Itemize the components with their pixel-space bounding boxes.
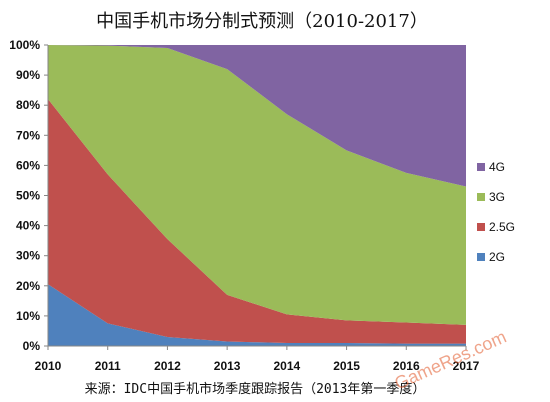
x-tick-label: 2016 — [393, 359, 420, 373]
plot-area — [48, 45, 466, 346]
chart-title: 中国手机市场分制式预测（2010-2017） — [96, 11, 428, 32]
legend-label-2-5g: 2.5G — [489, 220, 515, 234]
x-tick-label: 2015 — [333, 359, 360, 373]
x-tick-label: 2011 — [95, 359, 121, 373]
legend-swatch-2-5g — [477, 223, 485, 231]
legend-swatch-3g — [477, 193, 485, 201]
y-tick-label: 80% — [16, 98, 40, 112]
legend: 4G 3G 2.5G 2G — [477, 160, 515, 264]
legend-label-4g: 4G — [489, 160, 505, 174]
y-tick-label: 100% — [9, 38, 40, 52]
x-axis: 2010 2011 2012 2013 2014 2015 2016 2017 — [35, 345, 480, 373]
y-tick-label: 0% — [23, 339, 41, 353]
legend-label-3g: 3G — [489, 190, 505, 204]
area-series-2g — [48, 284, 466, 346]
x-tick-label: 2010 — [35, 359, 62, 373]
y-tick-label: 90% — [16, 68, 40, 82]
area-series-2-5g — [48, 99, 466, 344]
source-note: 来源：IDC中国手机市场季度跟踪报告（2013年第一季度） — [85, 381, 426, 397]
y-tick-label: 60% — [16, 158, 40, 172]
x-tick-label: 2017 — [453, 359, 480, 373]
x-tick-label: 2014 — [274, 359, 301, 373]
legend-swatch-4g — [477, 163, 485, 171]
area-series-4g — [48, 45, 466, 187]
legend-label-2g: 2G — [489, 250, 505, 264]
y-axis: 0% 10% 20% 30% 40% 50% 60% 70% 80% 90% 100% — [9, 38, 49, 353]
y-tick-label: 70% — [16, 128, 40, 142]
y-tick-label: 30% — [16, 249, 40, 263]
y-tick-label: 40% — [16, 219, 40, 233]
y-tick-label: 10% — [16, 309, 40, 323]
y-tick-label: 50% — [16, 189, 40, 203]
area-series-3g — [48, 45, 466, 325]
x-tick-label: 2013 — [214, 359, 241, 373]
y-tick-label: 20% — [16, 279, 40, 293]
x-tick-label: 2012 — [154, 359, 181, 373]
legend-swatch-2g — [477, 253, 485, 261]
